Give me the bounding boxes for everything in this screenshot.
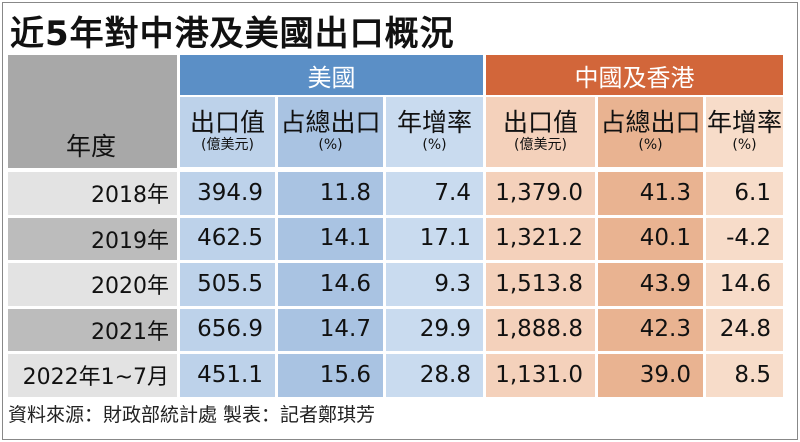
table-cell: 6.1 [706, 172, 783, 215]
table-row-year: 2018年 [8, 172, 177, 215]
table-cell: 29.9 [386, 308, 483, 351]
table-cell: 39.0 [598, 354, 703, 397]
column-header-label: 占總出口 [600, 107, 701, 137]
group-header-0: 美國 [180, 55, 483, 95]
column-header-label: 年增率 [706, 107, 782, 137]
table-cell: 42.3 [598, 308, 703, 351]
source-note: 資料來源：財政部統計處 製表：記者鄭琪芳 [8, 404, 376, 426]
table-cell: 451.1 [180, 354, 275, 397]
table-row-year: 2019年 [8, 217, 177, 260]
table-cell: 43.9 [598, 263, 703, 306]
column-header-unit: (%) [732, 137, 757, 154]
table-cell: 1,321.2 [486, 217, 595, 260]
table-cell: 15.6 [278, 354, 383, 397]
column-header-unit: (億美元) [201, 137, 254, 154]
table-cell: 14.6 [706, 263, 783, 306]
column-header-2: 年增率 (%) [386, 97, 483, 167]
table-cell: 7.4 [386, 172, 483, 215]
group-header-1: 中國及香港 [486, 55, 783, 95]
table-row-year: 2022年1~7月 [8, 354, 177, 397]
table-cell: 14.1 [278, 217, 383, 260]
table-cell: 394.9 [180, 172, 275, 215]
table-cell: 1,513.8 [486, 263, 595, 306]
column-header-unit: (%) [318, 137, 343, 154]
table-cell: 14.7 [278, 308, 383, 351]
table-cell: 41.3 [598, 172, 703, 215]
column-header-0: 出口值 (億美元) [180, 97, 275, 167]
row-header-year: 年度 [8, 55, 177, 168]
table-cell: -4.2 [706, 217, 783, 260]
table-row-year: 2021年 [8, 308, 177, 351]
table-cell: 40.1 [598, 217, 703, 260]
column-header-unit: (%) [422, 137, 447, 154]
column-header-unit: (億美元) [514, 137, 567, 154]
column-header-5: 年增率 (%) [706, 97, 783, 167]
column-header-3: 出口值 (億美元) [486, 97, 595, 167]
column-header-label: 年增率 [396, 107, 472, 137]
table-cell: 1,888.8 [486, 308, 595, 351]
table-cell: 462.5 [180, 217, 275, 260]
table-cell: 24.8 [706, 308, 783, 351]
table-cell: 656.9 [180, 308, 275, 351]
column-header-4: 占總出口 (%) [598, 97, 703, 167]
table-cell: 28.8 [386, 354, 483, 397]
table-cell: 1,379.0 [486, 172, 595, 215]
table-cell: 17.1 [386, 217, 483, 260]
table-cell: 8.5 [706, 354, 783, 397]
column-header-label: 出口值 [189, 107, 265, 137]
table-cell: 1,131.0 [486, 354, 595, 397]
column-header-label: 占總出口 [280, 107, 381, 137]
table-cell: 9.3 [386, 263, 483, 306]
column-header-1: 占總出口 (%) [278, 97, 383, 167]
page-title: 近5年對中港及美國出口概況 [10, 14, 455, 54]
table-cell: 11.8 [278, 172, 383, 215]
table-cell: 505.5 [180, 263, 275, 306]
table-cell: 14.6 [278, 263, 383, 306]
row-header-label: 年度 [66, 131, 117, 161]
column-header-unit: (%) [638, 137, 663, 154]
table-row-year: 2020年 [8, 263, 177, 306]
column-header-label: 出口值 [502, 107, 578, 137]
